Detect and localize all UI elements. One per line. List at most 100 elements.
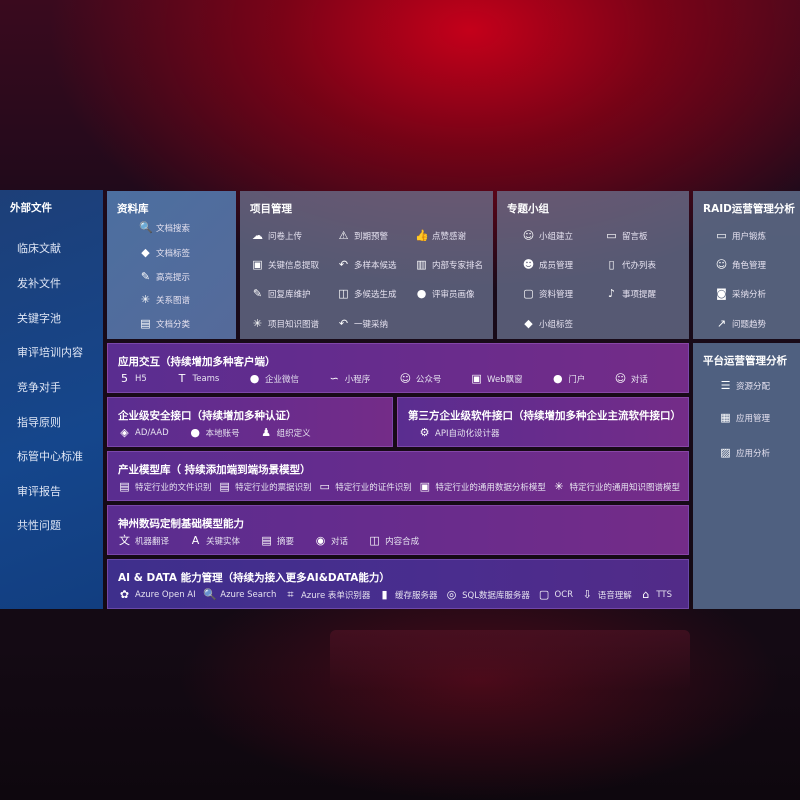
item-users[interactable]: ☺ 公众号 [399,372,442,385]
sidebar-item[interactable]: 标管中心标准 [17,450,83,463]
item-database[interactable]: ◎ SQL数据库服务器 [445,588,530,601]
item-wechat[interactable]: ● 企业微信 [248,372,299,385]
image-icon: ▣ [419,480,431,493]
item-clipboard[interactable]: ▯ 代办列表 [605,258,656,271]
item-form-scan[interactable]: ⌗ Azure 表单识别器 [284,588,370,601]
item-label: 特定行业的票据识别 [235,482,312,493]
panel-title: 资料库 [117,203,149,215]
chat-icon: ◉ [315,534,326,547]
speech-icon: ⇩ [582,588,592,601]
item-tag[interactable]: ◆ 小组标签 [522,317,573,330]
item-teams[interactable]: T Teams [175,372,220,385]
users-icon: ☺ [715,258,728,271]
item-tts[interactable]: ⌂ TTS [639,588,672,601]
item-doc[interactable]: ▤ 摘要 [260,534,294,547]
panel-base-models: 神州数码定制基础模型能力文机器翻译 A 关键实体 ▤ 摘要 ◉ 对话 ◫ 内容合成 [107,505,689,555]
item-doc-search[interactable]: 🔍 Azure Search [203,588,276,601]
item-reply[interactable]: ↶ 多样本候选 [337,258,397,271]
item-trend[interactable]: ↗ 问题趋势 [715,317,766,330]
item-user[interactable]: ● 门户 [551,372,585,385]
item-label: 采纳分析 [732,289,767,300]
item-cloud-upload[interactable]: ☁ 问卷上传 [251,229,302,242]
panel-title: 应用交互（持续增加多种客户端） [118,356,276,368]
item-pen[interactable]: ✎ 高亮提示 [139,270,190,283]
item-label: Web飘窗 [487,374,523,385]
item-chat-users[interactable]: ☺ 对话 [614,372,648,385]
item-diamond[interactable]: ◈ AD/AAD [118,426,168,439]
item-alarm[interactable]: ⚠ 到期预警 [337,229,388,242]
item-label: 特定行业的文件识别 [135,482,212,493]
item-bell[interactable]: ♪ 事项提醒 [605,287,656,300]
item-doc-search[interactable]: 🔍 文档搜索 [139,221,190,234]
item-row: 5 H5 T Teams ● 企业微信 ∽ 小程序 ☺ 公众号 ▣ Web飘窗 ● 门户 ☺ 对话 [118,372,648,385]
item-miniprogram[interactable]: ∽ 小程序 [328,372,371,385]
item-label: 评审员画像 [432,289,475,300]
item-id-card[interactable]: ▭ 特定行业的证件识别 [318,480,412,493]
item-label: 语音理解 [597,590,632,601]
item-label: 关系图谱 [156,295,191,306]
item-window[interactable]: ▣ Web飘窗 [470,372,523,385]
item-analytics[interactable]: ▨ 应用分析 [719,446,770,459]
item-reply[interactable]: ↶ 一键采纳 [337,317,388,330]
item-ranking[interactable]: ▥ 内部专家排名 [415,258,483,271]
sidebar-item[interactable]: 竞争对手 [17,381,61,394]
panel-thirdparty-interface: 第三方企业级软件接口（持续增加多种企业主流软件接口） ⚙ API自动化设计器 [397,397,689,447]
item-org[interactable]: ♟ 组织定义 [260,426,311,439]
item-openai[interactable]: ✿ Azure Open AI [118,588,196,601]
user-icon: ● [190,426,200,439]
item-id-card[interactable]: ▭ 用户锻炼 [715,229,766,242]
item-translate[interactable]: 文机器翻译 [118,534,169,547]
item-pen[interactable]: ✎ 回复库维护 [251,287,311,300]
sidebar-item[interactable]: 共性问题 [17,519,61,532]
item-puzzle[interactable]: ◫ 内容合成 [368,534,419,547]
item-user[interactable]: ● 评审员画像 [415,287,475,300]
item-user-add[interactable]: ☻ 成员管理 [522,258,573,271]
item-label: Azure Search [220,589,277,600]
item-puzzle[interactable]: ◫ 多候选生成 [337,287,396,300]
graph-icon: ✳ [140,293,151,306]
item-label: 对话 [331,536,349,547]
item-folder[interactable]: ▢ 资料管理 [522,287,573,300]
item-label: 资源分配 [736,381,771,392]
gear-icon: ⚙ [419,426,430,439]
item-qa[interactable]: ◙ 采纳分析 [715,287,766,300]
item-gear[interactable]: ⚙ API自动化设计器 [418,426,500,439]
panel-title: AI & DATA 能力管理（持续为接入更多AI&DATA能力） [118,572,390,584]
item-label: 组织定义 [276,428,311,439]
item-receipt[interactable]: ▤ 特定行业的票据识别 [218,480,312,493]
sidebar-item[interactable]: 发补文件 [17,277,61,290]
item-thumbs-up[interactable]: 👍 点赞感谢 [415,229,466,242]
wechat-icon: ● [249,372,260,385]
sidebar-item[interactable]: 指导原则 [17,416,61,429]
item-bbs[interactable]: ▭ 留言板 [605,229,647,242]
item-apps[interactable]: ▦ 应用管理 [719,411,770,424]
item-html5[interactable]: 5 H5 [118,372,147,385]
sidebar-item[interactable]: 审评报告 [17,485,61,498]
item-label: 机器翻译 [135,536,170,547]
sidebar-item[interactable]: 审评培训内容 [17,346,83,359]
item-entity[interactable]: A 关键实体 [189,534,240,547]
item-checklist[interactable]: ☰ 资源分配 [719,379,770,392]
sidebar-item[interactable]: 临床文献 [17,242,61,255]
sidebar-item[interactable]: 关键字池 [17,312,61,325]
item-label: 公众号 [415,374,442,385]
item-users[interactable]: ☺ 小组建立 [522,229,573,242]
item-server[interactable]: ▮ 缓存服务器 [378,588,437,601]
item-graph[interactable]: ✳ 项目知识图谱 [251,317,319,330]
item-graph[interactable]: ✳ 特定行业的通用知识图谱模型 [552,480,680,493]
item-window[interactable]: ▣ 关键信息提取 [251,258,319,271]
window-icon: ▣ [252,258,263,271]
item-ocr[interactable]: ▢ OCR [538,588,573,601]
item-label: 对话 [630,374,648,385]
item-image[interactable]: ▣ 特定行业的通用数据分析模型 [418,480,546,493]
item-label: 高亮提示 [156,272,191,283]
item-users[interactable]: ☺ 角色管理 [715,258,766,271]
doc-search-icon: 🔍 [139,221,153,234]
item-chat[interactable]: ◉ 对话 [314,534,348,547]
item-doc-category[interactable]: ▤ 文档分类 [139,317,190,330]
item-user[interactable]: ● 本地账号 [189,426,239,439]
item-speech[interactable]: ⇩ 语音理解 [581,588,632,601]
item-doc[interactable]: ▤ 特定行业的文件识别 [118,480,212,493]
item-graph[interactable]: ✳ 关系图谱 [139,293,190,306]
item-tag[interactable]: ◆ 文档标签 [139,246,190,259]
